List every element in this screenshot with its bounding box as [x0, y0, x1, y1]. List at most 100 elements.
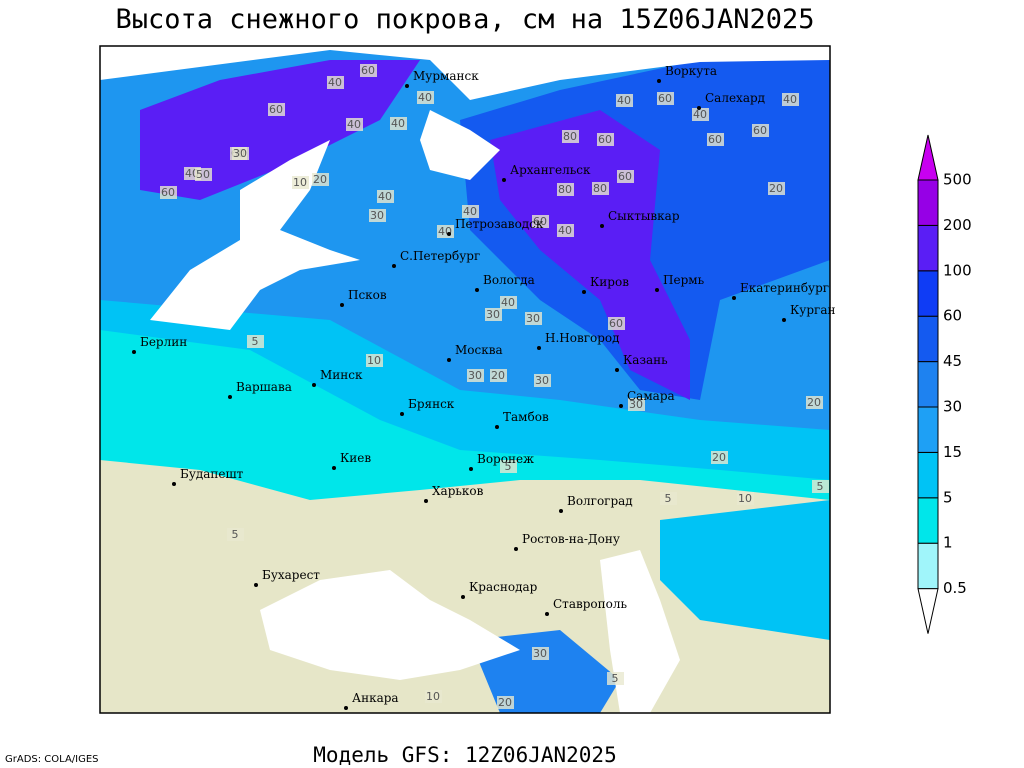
- contour-label: 40: [783, 93, 797, 106]
- black-sea: [260, 570, 520, 680]
- cities: Мурманск Воркута Салехард Архангельск Сыктыв…: [132, 64, 835, 710]
- city-label: Харьков: [432, 484, 484, 498]
- city-label: Минск: [320, 368, 363, 382]
- contour-label: 10: [738, 492, 752, 505]
- contour-label: 10: [367, 354, 381, 367]
- contour-label-bg: [616, 94, 633, 107]
- legend-label: 0.5: [943, 579, 967, 597]
- contour-label: 80: [563, 130, 577, 143]
- legend-label: 100: [943, 261, 972, 279]
- contour-label-bg: [660, 492, 677, 505]
- contour-label: 60: [598, 133, 612, 146]
- city-label: Анкара: [352, 691, 399, 705]
- contour-label-bg: [692, 108, 709, 121]
- contour-label: 60: [269, 103, 283, 116]
- contour-label-bg: [592, 182, 609, 195]
- snow-scandinavia: [140, 60, 420, 200]
- city-dot: [344, 706, 348, 710]
- contour-label: 40: [438, 225, 452, 238]
- city-dot: [600, 224, 604, 228]
- contour-label: 20: [498, 696, 512, 709]
- legend-label: 500: [943, 171, 972, 189]
- contour-label-bg: [500, 296, 517, 309]
- contour-label: 60: [618, 170, 632, 183]
- legend-label: 5: [943, 488, 953, 506]
- contour-label: 40: [463, 205, 477, 218]
- city-label: Вологда: [483, 273, 535, 287]
- contour-label-bg: [390, 117, 407, 130]
- city-dot: [732, 296, 736, 300]
- city-label: Ростов-на-Дону: [522, 532, 620, 546]
- contour-label: 30: [486, 308, 500, 321]
- contour-label-bg: [195, 168, 212, 181]
- legend-label: 15: [943, 443, 962, 461]
- legend-swatch: [917, 134, 939, 181]
- contour-label-bg: [425, 690, 442, 703]
- contour-label-bg: [557, 224, 574, 237]
- city-dot: [514, 547, 518, 551]
- contour-label: 40: [328, 76, 342, 89]
- city-label: Псков: [348, 288, 387, 302]
- city-label: Н.Новгород: [545, 331, 620, 345]
- contour-label-bg: [417, 91, 434, 104]
- contour-label: 40: [378, 190, 392, 203]
- city-label: Бухарест: [262, 568, 320, 582]
- snow-very-deep: [490, 110, 690, 400]
- legend-label: 1: [943, 534, 953, 552]
- contour-label-bg: [768, 182, 785, 195]
- city-dot: [332, 466, 336, 470]
- contour-label: 50: [196, 168, 210, 181]
- contour-label: 40: [501, 296, 515, 309]
- map-frame: [99, 45, 831, 714]
- contour-label-bg: [707, 133, 724, 146]
- city-label: Петрозаводск: [455, 217, 544, 231]
- contour-label-bg: [366, 354, 383, 367]
- city-dot: [502, 178, 506, 182]
- city-dot: [782, 318, 786, 322]
- contour-label: 30: [468, 369, 482, 382]
- city-label: Краснодар: [469, 580, 538, 594]
- city-label: Киров: [590, 275, 629, 289]
- contour-label: 5: [817, 480, 824, 493]
- contour-label: 10: [293, 176, 307, 189]
- contour-label: 60: [161, 186, 175, 199]
- legend-swatch: [917, 542, 939, 590]
- contour-label: 10: [426, 690, 440, 703]
- white-sea: [420, 110, 500, 180]
- contour-label-bg: [327, 76, 344, 89]
- city-label: Киев: [340, 451, 371, 465]
- contour-label-bg: [247, 335, 264, 348]
- legend-label: 200: [943, 216, 972, 234]
- contour-label: 20: [807, 396, 821, 409]
- contour-label-bg: [462, 205, 479, 218]
- contour-label: 5: [252, 335, 259, 348]
- legend-swatch: [917, 497, 939, 544]
- contour-label-bg: [737, 492, 754, 505]
- legend-swatch: [917, 406, 939, 453]
- legend-label: 60: [943, 307, 962, 325]
- contour-label-bg: [557, 183, 574, 196]
- city-label: Тамбов: [503, 410, 549, 424]
- city-dot: [447, 232, 451, 236]
- city-label: Варшава: [236, 380, 292, 394]
- city-dot: [461, 595, 465, 599]
- city-label: Архангельск: [510, 163, 591, 177]
- city-dot: [392, 264, 396, 268]
- contour-labels: 6040604040604060408030502010404060808060…: [160, 64, 829, 709]
- city-label: Самара: [627, 389, 675, 403]
- legend-swatch: [917, 451, 939, 499]
- city-label: Воронеж: [477, 452, 534, 466]
- city-label: Мурманск: [413, 69, 479, 83]
- city-dot: [424, 499, 428, 503]
- city-dot: [228, 395, 232, 399]
- contour-label: 20: [712, 451, 726, 464]
- credit: GrADS: COLA/IGES: [5, 754, 99, 765]
- contour-label: 80: [593, 182, 607, 195]
- contour-label-bg: [534, 374, 551, 387]
- contour-label-bg: [232, 147, 249, 160]
- city-label: Брянск: [408, 397, 455, 411]
- city-dot: [475, 288, 479, 292]
- contour-label: 60: [609, 317, 623, 330]
- contour-label: 60: [361, 64, 375, 77]
